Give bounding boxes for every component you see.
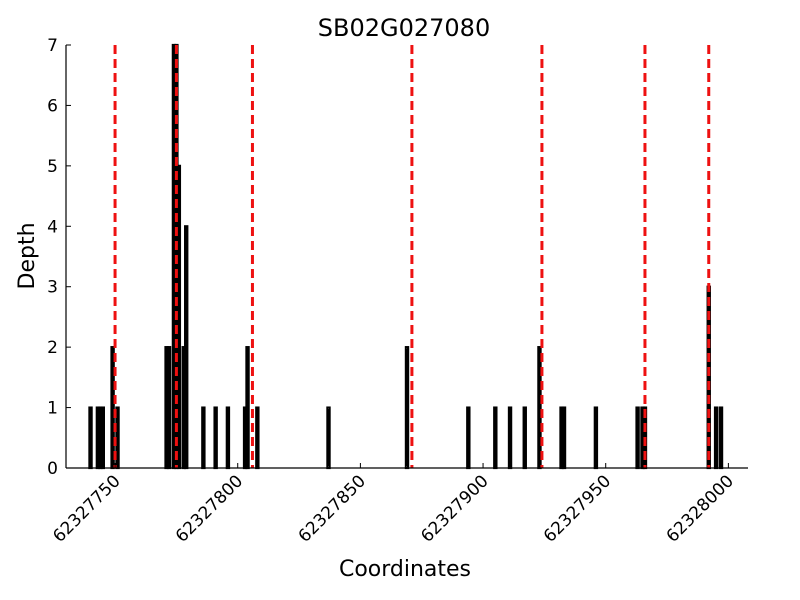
chart-title: SB02G027080 bbox=[318, 14, 490, 42]
y-tick-label: 4 bbox=[47, 217, 58, 237]
depth-bar bbox=[635, 406, 640, 470]
y-tick-label: 1 bbox=[47, 399, 58, 419]
x-tick-label: 62327900 bbox=[417, 471, 492, 546]
depth-bar bbox=[593, 406, 599, 470]
depth-bar bbox=[561, 406, 567, 470]
y-tick-label: 0 bbox=[47, 459, 58, 479]
depth-bar bbox=[176, 164, 182, 470]
depth-bar bbox=[493, 406, 498, 470]
depth-bar bbox=[507, 406, 513, 470]
depth-bar bbox=[404, 346, 410, 470]
depth-bar bbox=[225, 406, 231, 470]
depth-bar bbox=[201, 406, 206, 470]
x-tick-label: 62327850 bbox=[295, 471, 370, 546]
markers-group bbox=[113, 45, 711, 468]
y-axis-label: Depth bbox=[15, 222, 40, 289]
depth-bar bbox=[466, 406, 471, 470]
x-tick-label: 62328000 bbox=[663, 471, 738, 546]
depth-bar bbox=[110, 346, 115, 470]
x-ticks-group: 62327750 62327800 62327850 62327900 62327950… bbox=[49, 463, 738, 547]
x-tick-label: 62327800 bbox=[172, 471, 247, 546]
y-tick-label: 7 bbox=[47, 36, 58, 56]
y-tick-label: 5 bbox=[47, 157, 58, 177]
x-tick-label: 62327750 bbox=[49, 471, 124, 546]
y-tick-label: 2 bbox=[47, 338, 58, 358]
depth-bar bbox=[184, 225, 189, 470]
y-tick-label: 3 bbox=[47, 278, 58, 298]
depth-bar bbox=[713, 406, 719, 470]
depth-bar bbox=[213, 406, 218, 470]
x-axis-label: Coordinates bbox=[339, 557, 471, 582]
depth-bar bbox=[245, 346, 250, 470]
depth-bar bbox=[100, 406, 105, 470]
depth-bar bbox=[88, 406, 93, 470]
depth-bar bbox=[326, 406, 331, 470]
y-tick-label: 6 bbox=[47, 96, 58, 116]
bars-group bbox=[88, 43, 724, 470]
y-ticks-group: 0 1 2 3 4 5 6 7 bbox=[47, 36, 71, 479]
depth-bar bbox=[718, 406, 724, 470]
x-tick-label: 62327950 bbox=[540, 471, 615, 546]
depth-bar bbox=[522, 406, 527, 470]
depth-bar bbox=[255, 406, 260, 470]
depth-bar bbox=[115, 406, 120, 470]
depth-bar bbox=[166, 346, 172, 470]
axes-group bbox=[65, 45, 748, 469]
depth-bar bbox=[537, 346, 542, 470]
